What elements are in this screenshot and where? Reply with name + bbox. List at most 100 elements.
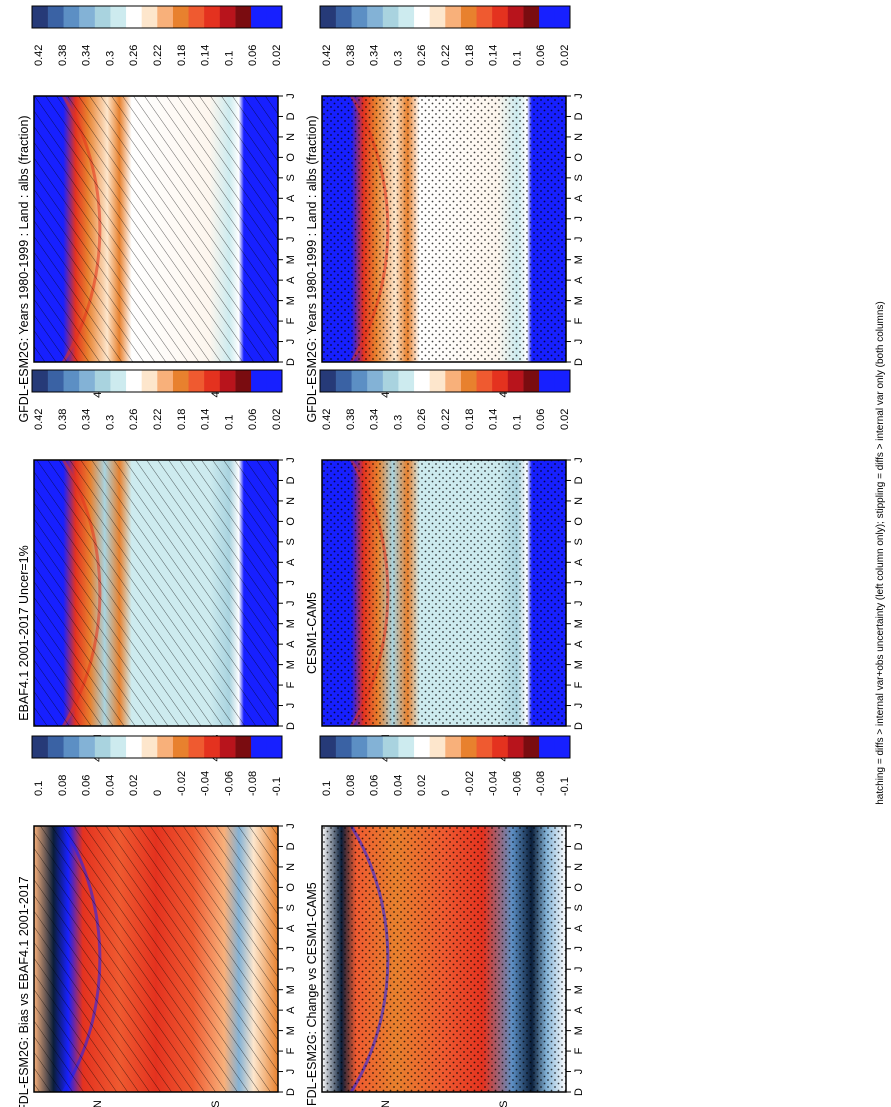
colorbar-swatch — [538, 370, 555, 392]
x-tick-label: M — [285, 255, 297, 264]
colorbar-swatch — [172, 370, 189, 392]
stippling-overlay — [322, 460, 566, 726]
x-tick-label: J — [573, 216, 585, 222]
panel-title: GFDL-ESM2G: Bias vs EBAF4.1 2001-2017 — [17, 876, 31, 1107]
colorbar-swatch — [413, 6, 430, 28]
x-tick-label: F — [573, 1047, 585, 1054]
x-tick-label: M — [573, 619, 585, 628]
x-tick-label: J — [285, 216, 297, 222]
panel-title: EBAF4.1 2001-2017 Uncer=1% — [17, 545, 31, 720]
x-tick-label: D — [285, 722, 297, 730]
colorbar-tick-label: 0.22 — [152, 45, 164, 66]
colorbar-swatch — [219, 6, 236, 28]
x-tick-label: A — [285, 276, 297, 284]
stippling-overlay — [322, 96, 566, 362]
x-tick-label: J — [573, 966, 585, 972]
hatching-overlay — [34, 826, 278, 1092]
x-tick-label: M — [573, 985, 585, 994]
colorbar-swatch — [47, 736, 64, 758]
x-tick-label: J — [573, 703, 585, 709]
colorbar-swatch — [32, 6, 48, 28]
x-tick-label: D — [285, 842, 297, 850]
x-tick-label: A — [573, 1006, 585, 1014]
colorbar-swatch — [538, 736, 555, 758]
colorbar-swatch — [523, 736, 540, 758]
colorbar-swatch — [554, 370, 571, 392]
colorbar-tick-label: 0.22 — [440, 45, 452, 66]
colorbar-frame — [31, 735, 283, 759]
colorbar-swatch — [507, 736, 524, 758]
colorbar-tick-label: 0.04 — [104, 775, 116, 796]
colorbar-swatch — [445, 6, 461, 28]
colorbar-swatch — [188, 370, 205, 392]
colorbar-p6: 0.1 0.08 0.06 0.04 0.02 0 -0.02 -0.04 -0.06 -0.08… — [319, 735, 571, 796]
colorbar-swatch — [188, 6, 205, 28]
colorbar-tick-label: -0.02 — [464, 771, 476, 796]
colorbar-swatch — [250, 6, 267, 28]
colorbar-swatch — [351, 736, 368, 758]
colorbar-tick-label: 0.06 — [535, 45, 547, 66]
colorbar-p2: 0.42 0.38 0.34 0.3 0.26 0.22 0.18 0.14 0.1 0.06 0.… — [319, 5, 571, 66]
x-tick-label: J — [573, 1069, 585, 1075]
colorbar-swatch — [32, 370, 48, 392]
colorbar-tick-label: 0.18 — [464, 409, 476, 430]
colorbar-tick-label: 0.04 — [392, 775, 404, 796]
colorbar-p4: 0.42 0.38 0.34 0.3 0.26 0.22 0.18 0.14 0.1 0.06 0.… — [319, 369, 571, 430]
x-tick-label: D — [573, 1088, 585, 1096]
x-tick-label: A — [573, 924, 585, 932]
colorbar-tick-label: 0.18 — [176, 45, 188, 66]
plot-area-p6 — [321, 825, 567, 1093]
panel-p5: 0.1 0.08 0.06 0.04 0.02 0 -0.02 -0.04 -0.06 -0.08… — [17, 735, 297, 1107]
colorbar-tick-label: 0.02 — [559, 45, 571, 66]
colorbar-swatch — [382, 370, 399, 392]
colorbar-swatch — [250, 736, 267, 758]
colorbar-swatch — [429, 370, 446, 392]
colorbar-swatch — [266, 736, 283, 758]
colorbar-tick-label: 0.38 — [345, 45, 357, 66]
x-tick-label: S — [285, 904, 297, 911]
x-tick-label: F — [285, 1047, 297, 1054]
x-tick-label: J — [573, 823, 585, 829]
plot-area-p5 — [33, 825, 279, 1093]
x-tick-label: F — [285, 317, 297, 324]
plot-frame — [33, 95, 279, 363]
colorbar-swatch — [507, 370, 524, 392]
colorbar-tick-label: 0.42 — [321, 45, 333, 66]
colorbar-swatch — [219, 736, 236, 758]
colorbar-swatch — [538, 6, 555, 28]
colorbar-swatch — [250, 370, 267, 392]
x-tick-label: D — [573, 358, 585, 366]
colorbar-swatch — [157, 6, 173, 28]
colorbar-swatch — [429, 6, 446, 28]
x-tick-label: J — [573, 600, 585, 606]
colorbar-swatch — [47, 6, 64, 28]
x-tick-label: D — [285, 358, 297, 366]
colorbar-tick-label: 0.06 — [247, 45, 259, 66]
colorbar-frame — [31, 369, 283, 393]
panel-p2: 0.42 0.38 0.34 0.3 0.26 0.22 0.18 0.14 0.1 0.06 0.… — [305, 5, 585, 423]
colorbar-swatch — [266, 6, 283, 28]
colorbar-swatch — [203, 370, 220, 392]
colorbar-swatch — [141, 6, 158, 28]
colorbar-tick-label: 0.26 — [416, 45, 428, 66]
x-tick-label: J — [573, 946, 585, 952]
x-tick-label: M — [573, 660, 585, 669]
colorbar-tick-label: 0.1 — [223, 415, 235, 430]
y-tick-label: 40 °N — [380, 1100, 392, 1107]
panel-title: GFDL-ESM2G: Change vs CESM1-CAM5 — [305, 882, 319, 1107]
stippling-overlay — [322, 826, 566, 1092]
plot-frame — [321, 459, 567, 727]
colorbar-tick-label: 0.1 — [511, 415, 523, 430]
colorbar-tick-label: 0.08 — [345, 775, 357, 796]
plot-frame — [321, 95, 567, 363]
colorbar-swatch — [266, 370, 283, 392]
panels-layer: 0.42 0.38 0.34 0.3 0.26 0.22 0.18 0.14 0.1 0.06 0.… — [17, 5, 585, 1107]
colorbar-swatch — [335, 736, 352, 758]
colorbar-tick-label: -0.1 — [559, 777, 571, 796]
colorbar-swatch — [476, 736, 493, 758]
x-tick-label: S — [573, 538, 585, 545]
x-tick-label: J — [573, 339, 585, 345]
colorbar-tick-label: 0.26 — [416, 409, 428, 430]
colorbar-tick-label: 0.3 — [392, 415, 404, 430]
colorbar-tick-label: 0.34 — [81, 409, 93, 430]
